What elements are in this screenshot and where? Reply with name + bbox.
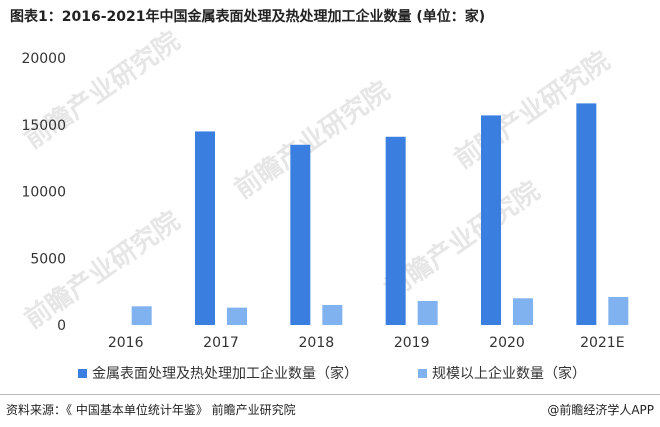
bar-series-1 [576,103,597,325]
x-tick-label: 2017 [203,335,239,351]
bar-series-2 [513,298,533,325]
x-tick-label: 2020 [489,335,525,351]
bar-series-2 [322,304,343,325]
x-tick-label: 2019 [394,335,430,351]
x-tick-label: 2018 [299,335,335,351]
legend-swatch-scale [418,368,427,378]
y-tick-label: 15000 [21,118,66,134]
bar-series-2 [417,300,438,325]
legend-swatch-total [78,368,87,378]
legend-label-total: 金属表面处理及热处理加工企业数量（家） [92,366,358,382]
y-tick-label: 10000 [21,185,66,201]
legend-item-scale: 规模以上企业数量（家） [418,363,586,383]
footer-divider [0,394,660,395]
bar-series-1 [385,136,406,325]
source-note: 资料来源：《 中国基本单位统计年鉴》 前瞻产业研究院 [6,403,296,417]
legend-label-scale: 规模以上企业数量（家） [432,366,586,382]
bar-series-1 [290,144,311,325]
bar-series-2 [608,296,629,325]
y-tick-label: 5000 [30,251,66,267]
x-tick-label: 2016 [108,335,144,351]
y-tick-label: 20000 [21,51,66,67]
y-tick-label: 0 [57,318,66,334]
legend: 金属表面处理及热处理加工企业数量（家） 规模以上企业数量（家） [0,363,660,383]
bar-series-2 [131,306,152,325]
bar-series-1 [195,131,215,325]
bar-chart: 0 5000 10000 15000 20000 2016 2017 2018 2019 2020… [21,51,629,351]
bar-series-2 [227,307,247,325]
bar-series-1 [481,115,501,325]
brand-credit: @前瞻经济学人APP [547,403,654,417]
chart-title: 图表1：2016-2021年中国金属表面处理及热处理加工企业数量 (单位：家) [10,9,486,25]
x-tick-label: 2021E [580,335,624,351]
legend-item-total: 金属表面处理及热处理加工企业数量（家） [78,363,358,383]
